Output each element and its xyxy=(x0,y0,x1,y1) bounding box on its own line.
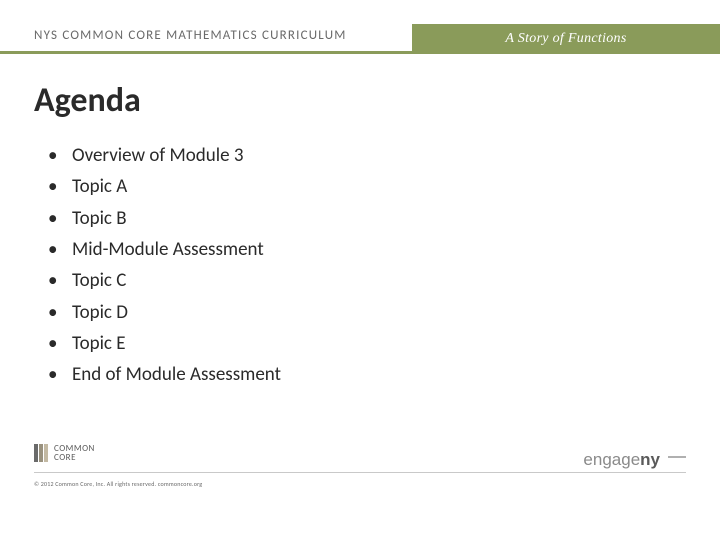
slide: NYS COMMON CORE MATHEMATICS CURRICULUM A… xyxy=(0,0,720,540)
logo-line-2: CORE xyxy=(54,453,95,462)
list-item: Topic A xyxy=(48,171,281,202)
list-item: Overview of Module 3 xyxy=(48,140,281,171)
common-core-logo: COMMON CORE xyxy=(34,444,95,463)
list-item: Topic E xyxy=(48,328,281,359)
footer-divider xyxy=(34,472,686,473)
header-curriculum-label: NYS COMMON CORE MATHEMATICS CURRICULUM xyxy=(0,24,412,54)
common-core-logo-icon xyxy=(34,444,48,462)
agenda-list: Overview of Module 3 Topic A Topic B Mid… xyxy=(48,140,281,391)
list-item: Topic B xyxy=(48,203,281,234)
header: NYS COMMON CORE MATHEMATICS CURRICULUM A… xyxy=(0,24,720,54)
list-item: Topic C xyxy=(48,265,281,296)
engageny-prefix: engage xyxy=(583,450,640,469)
list-item: End of Module Assessment xyxy=(48,359,281,390)
footer: COMMON CORE engageny © 2012 Common Core,… xyxy=(0,472,720,522)
page-number-bar xyxy=(668,456,686,458)
list-item: Mid-Module Assessment xyxy=(48,234,281,265)
engageny-suffix: ny xyxy=(640,450,660,469)
header-story-label: A Story of Functions xyxy=(412,24,720,54)
list-item: Topic D xyxy=(48,297,281,328)
engageny-logo: engageny xyxy=(583,450,660,470)
common-core-logo-text: COMMON CORE xyxy=(54,444,95,463)
copyright-text: © 2012 Common Core, Inc. All rights rese… xyxy=(34,480,202,488)
page-title: Agenda xyxy=(34,80,141,121)
